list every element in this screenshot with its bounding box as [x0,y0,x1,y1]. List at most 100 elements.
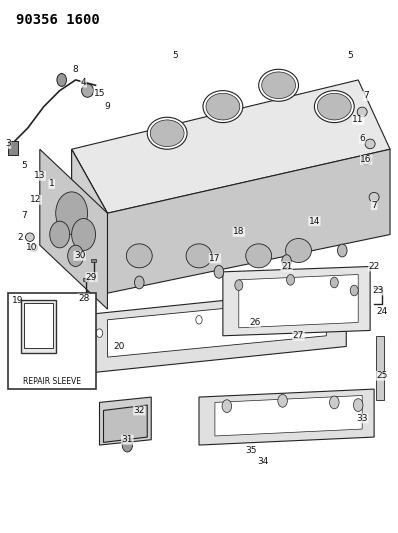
Ellipse shape [314,91,354,123]
Polygon shape [103,405,147,442]
Text: 4: 4 [81,78,86,87]
Circle shape [282,255,291,268]
Circle shape [353,399,363,411]
Bar [24,303,53,348]
Text: 31: 31 [122,435,133,444]
Text: 24: 24 [377,308,388,316]
Bar [8,141,18,155]
Text: 22: 22 [369,262,380,271]
Circle shape [50,221,70,248]
Polygon shape [100,397,151,445]
Polygon shape [72,149,107,293]
Polygon shape [215,395,362,436]
Ellipse shape [246,244,271,268]
Text: 8: 8 [73,65,78,74]
Text: 33: 33 [357,414,368,423]
Text: 26: 26 [249,318,260,327]
Circle shape [72,219,96,251]
Text: 21: 21 [281,262,292,271]
Text: 18: 18 [233,228,244,236]
Ellipse shape [365,139,375,149]
Ellipse shape [203,91,243,123]
Ellipse shape [357,107,367,117]
Ellipse shape [286,239,311,263]
Text: 12: 12 [30,196,41,204]
Text: 11: 11 [353,116,364,124]
Ellipse shape [318,93,351,120]
Text: 25: 25 [377,372,388,380]
Circle shape [350,285,358,296]
Ellipse shape [186,244,212,268]
Ellipse shape [126,244,152,268]
Text: 17: 17 [209,254,220,263]
Circle shape [56,192,88,235]
Polygon shape [72,149,107,293]
Text: 1: 1 [49,180,55,188]
Text: 23: 23 [373,286,384,295]
Text: 14: 14 [309,217,320,225]
Text: 13: 13 [34,172,45,180]
Circle shape [335,302,341,311]
Circle shape [57,74,66,86]
Text: 35: 35 [245,446,256,455]
Text: 29: 29 [86,273,97,281]
Text: 7: 7 [21,212,27,220]
Polygon shape [199,389,374,445]
Circle shape [338,244,347,257]
Text: 27: 27 [293,332,304,340]
Polygon shape [223,266,370,336]
Circle shape [222,400,232,413]
Circle shape [122,438,133,452]
Text: 5: 5 [21,161,27,169]
Text: 20: 20 [114,342,125,351]
FancyBboxPatch shape [8,293,96,389]
Ellipse shape [82,84,94,98]
Circle shape [330,277,338,288]
Circle shape [278,394,287,407]
Circle shape [287,274,295,285]
Circle shape [135,276,144,289]
Text: 34: 34 [257,457,268,465]
Text: 32: 32 [134,406,145,415]
Text: 19: 19 [12,296,23,305]
Text: 90356 1600: 90356 1600 [16,13,100,27]
Text: 2: 2 [17,233,23,241]
Polygon shape [107,298,326,357]
Text: 5: 5 [172,52,178,60]
Text: 9: 9 [105,102,110,111]
Text: 5: 5 [347,52,353,60]
Polygon shape [107,149,390,293]
Bar [91,259,96,262]
Text: 28: 28 [78,294,89,303]
Polygon shape [40,149,107,309]
Circle shape [96,329,103,337]
Ellipse shape [369,192,379,202]
Ellipse shape [361,155,371,165]
Polygon shape [88,288,346,373]
Polygon shape [239,274,358,328]
Ellipse shape [259,69,298,101]
Circle shape [235,280,243,290]
Text: 15: 15 [94,89,105,98]
Ellipse shape [30,244,37,251]
Text: 30: 30 [74,252,85,260]
Ellipse shape [150,120,184,147]
Polygon shape [72,80,390,213]
Bar [21,301,56,353]
Bar [83,278,88,281]
Text: 16: 16 [361,156,372,164]
Circle shape [330,396,339,409]
Ellipse shape [25,233,34,241]
Circle shape [295,308,302,316]
Text: 7: 7 [363,92,369,100]
Bar [376,336,384,400]
Circle shape [214,265,224,278]
Ellipse shape [261,72,295,99]
Text: 7: 7 [371,201,377,209]
Circle shape [196,316,202,324]
Ellipse shape [147,117,187,149]
Circle shape [68,245,84,266]
Text: REPAIR SLEEVE: REPAIR SLEEVE [23,377,81,386]
Text: 10: 10 [26,244,37,252]
Text: 6: 6 [359,134,365,143]
